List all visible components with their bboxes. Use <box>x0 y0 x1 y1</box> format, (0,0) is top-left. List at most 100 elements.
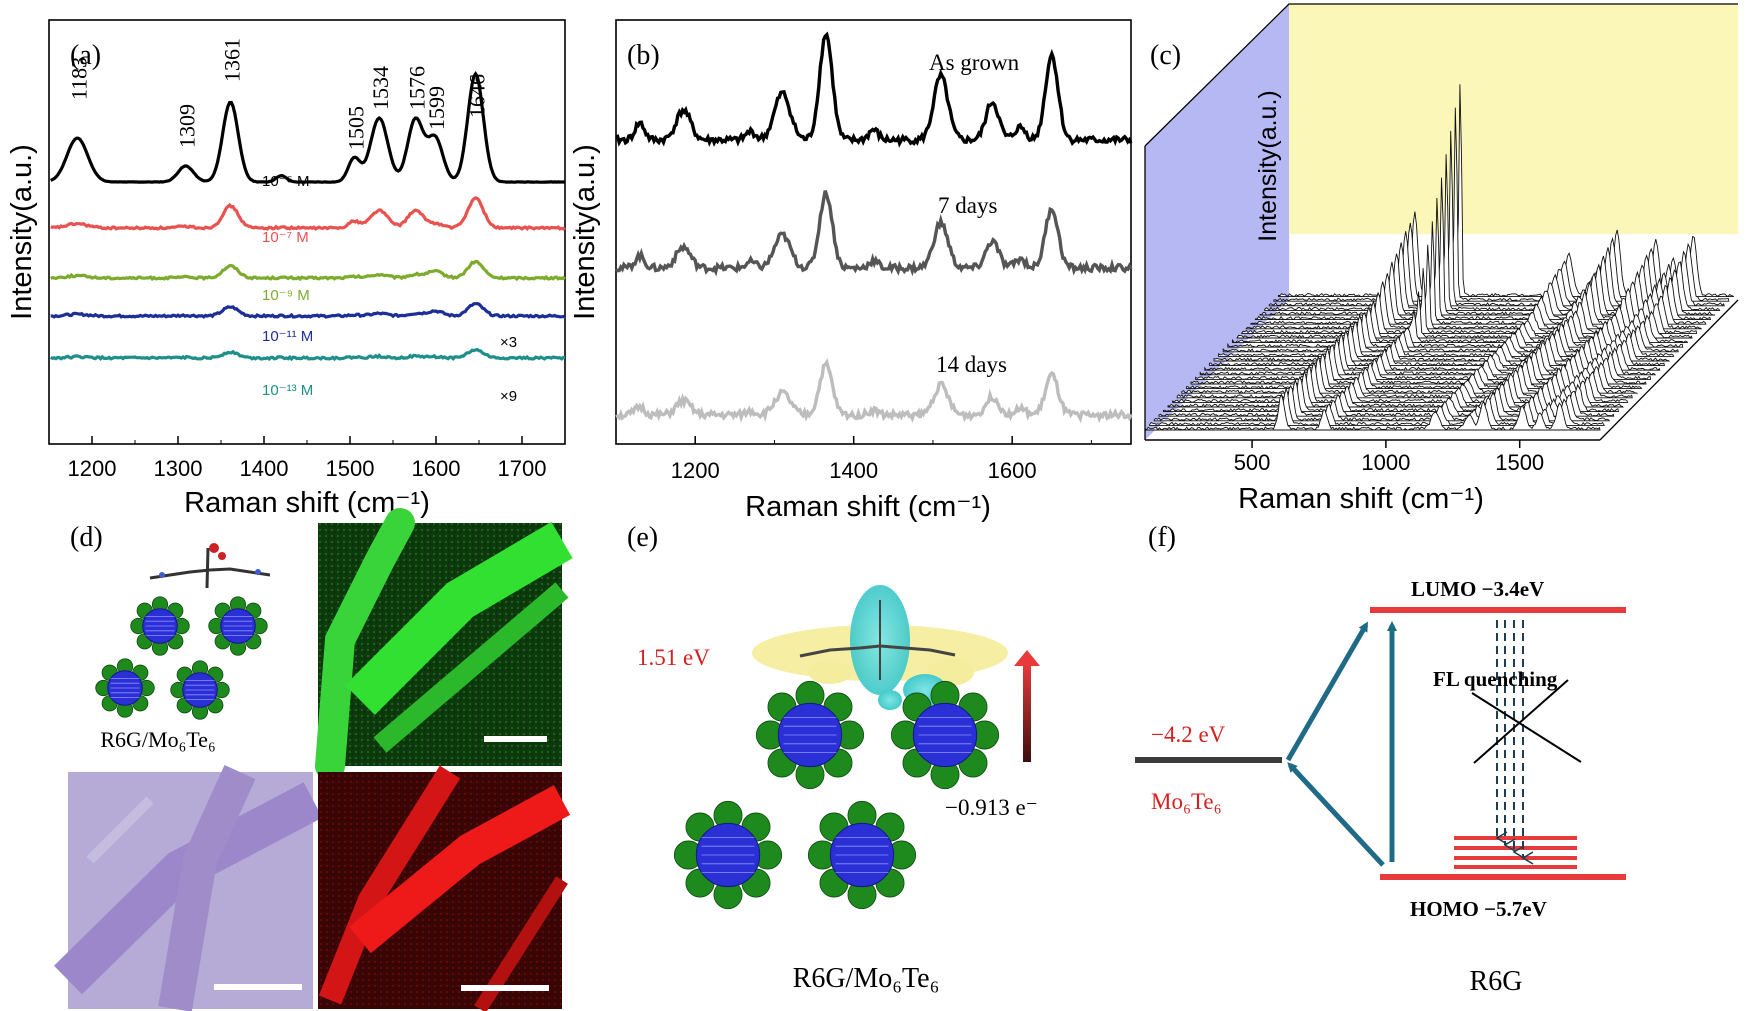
trace-c-18 <box>1227 312 1684 348</box>
panel-b-frame <box>615 19 1132 445</box>
panel-f-fluorescence-arrows <box>1495 620 1534 865</box>
panel-d-caption: R6G/Mo₆Te₆ <box>100 727 215 752</box>
trace-c-4 <box>1162 376 1619 413</box>
panel-d-red-map <box>318 765 571 1011</box>
panel-b-series-labels: As grown 7 days 14 days <box>929 50 1020 377</box>
panel-c-ylabel: Intensity(a.u.) <box>1254 90 1282 241</box>
trace-c-29 <box>1277 84 1735 298</box>
series-label-b-1: 7 days <box>938 193 997 218</box>
panel-a-ticks: 1200 1300 1400 1500 1600 1700 <box>48 436 566 481</box>
trace-c-14 <box>1208 328 1665 367</box>
cluster-e-2 <box>673 800 783 910</box>
tick-label-b-1200: 1200 <box>671 458 720 483</box>
trace-b-0 <box>615 31 1133 148</box>
panel-b-xlabel: Raman shift (cm⁻¹) <box>745 491 991 523</box>
panel-c-letter: (c) <box>1150 40 1181 71</box>
tick-label-b-1400: 1400 <box>829 458 878 483</box>
trace-b-2 <box>615 358 1133 424</box>
trace-c-1 <box>1149 387 1605 427</box>
peak-label-1183: 1183 <box>66 57 91 100</box>
series-label-a-3: 10⁻¹¹ M <box>262 328 313 345</box>
trace-c-9 <box>1185 352 1643 390</box>
series-label-a-1: 10⁻⁷ M <box>262 229 309 246</box>
panel-a-traces <box>49 71 566 362</box>
cluster-d-0 <box>130 596 190 656</box>
panel-c-depth-axis <box>1599 299 1739 441</box>
trace-c-28 <box>1273 107 1730 302</box>
panel-e: (e) 1.51 eV −0.913 e⁻ R6G/Mo₆Te₆ <box>627 522 1040 994</box>
panel-b-ticks: 1200 1400 1600 <box>615 436 1092 483</box>
panel-e-charge-density <box>752 585 1008 710</box>
series-label-a-2: 10⁻⁹ M <box>262 287 310 304</box>
trace-c-0 <box>1144 393 1601 431</box>
trace-c-6 <box>1172 363 1629 404</box>
peak-label-1309: 1309 <box>175 104 200 148</box>
panel-c-ticks: 500 1000 1500 <box>1234 440 1544 475</box>
panel-e-charge: −0.913 e⁻ <box>945 795 1038 820</box>
trace-c-25 <box>1259 177 1716 316</box>
tick-label-a-1500: 1500 <box>326 456 375 481</box>
fl-quenching-label: FL quenching <box>1433 667 1558 691</box>
trace-c-11 <box>1195 344 1652 380</box>
trace-a-2 <box>50 259 566 282</box>
peak-label-1599: 1599 <box>424 86 449 130</box>
panel-c-top-edge <box>1144 3 1738 147</box>
tick-label-c-1000: 1000 <box>1361 450 1410 475</box>
panel-e-energy: 1.51 eV <box>637 645 710 670</box>
trace-a-0 <box>49 71 566 184</box>
trace-a-4 <box>49 347 565 362</box>
lumo-label: LUMO −3.4eV <box>1411 577 1544 601</box>
panel-d-scale-bar-green <box>484 736 547 742</box>
panel-c: (c) 500 1000 1500 Raman shift (cm⁻¹) Inten… <box>1144 3 1739 515</box>
trace-c-10 <box>1190 346 1647 385</box>
series-label-b-0: As grown <box>929 50 1020 75</box>
tick-label-c-500: 500 <box>1234 450 1271 475</box>
homo-label: HOMO −5.7eV <box>1410 897 1547 921</box>
trace-c-13 <box>1204 331 1661 371</box>
tick-label-c-1500: 1500 <box>1495 450 1544 475</box>
peak-label-1361: 1361 <box>220 38 245 82</box>
tick-label-a-1600: 1600 <box>412 456 461 481</box>
cluster-e-3 <box>807 800 917 910</box>
tick-label-a-1400: 1400 <box>240 456 289 481</box>
trace-c-2 <box>1153 384 1610 422</box>
trace-b-1 <box>615 190 1133 277</box>
trace-c-16 <box>1218 320 1675 357</box>
trace-c-27 <box>1268 130 1725 307</box>
cluster-d-1 <box>208 596 268 656</box>
trace-c-26 <box>1264 154 1721 312</box>
trace-c-17 <box>1222 314 1679 353</box>
series-label-b-2: 14 days <box>936 352 1007 377</box>
panel-f-caption: R6G <box>1470 966 1523 997</box>
trace-c-20 <box>1236 291 1693 339</box>
panel-e-mo6te6-clusters <box>673 680 1000 910</box>
trace-c-5 <box>1167 369 1624 408</box>
panel-b: (b) As grown 7 days 14 days 1200 1400 1600 R… <box>569 19 1133 523</box>
tick-label-b-1600: 1600 <box>988 458 1037 483</box>
panel-d-green-map <box>315 508 573 781</box>
cluster-d-3 <box>170 660 230 720</box>
trace-c-3 <box>1158 378 1615 417</box>
panel-d-mo6te6-clusters <box>95 596 268 720</box>
cluster-e-1 <box>890 680 1000 790</box>
panel-e-letter: (e) <box>627 522 658 553</box>
trace-c-19 <box>1231 305 1689 344</box>
panel-f: (f) LUMO −3.4eV HOMO −5.7eV FL quenching… <box>1135 522 1626 997</box>
panel-d-r6g-molecule <box>149 543 271 589</box>
panel-b-traces <box>615 31 1133 424</box>
fermi-label: −4.2 eV <box>1151 722 1226 747</box>
series-label-a-0: 10⁻⁵ M <box>262 173 309 190</box>
trace-c-7 <box>1176 361 1633 399</box>
peak-label-1646: 1646 <box>465 74 490 118</box>
panel-b-letter: (b) <box>627 40 660 71</box>
panel-f-letter: (f) <box>1148 522 1176 553</box>
panel-d-optical-image <box>53 764 323 1011</box>
trace-a-1 <box>50 196 566 232</box>
trace-c-21 <box>1241 268 1698 335</box>
trace-c-23 <box>1250 221 1707 325</box>
peak-label-1534: 1534 <box>368 66 393 110</box>
cluster-d-2 <box>95 658 155 718</box>
